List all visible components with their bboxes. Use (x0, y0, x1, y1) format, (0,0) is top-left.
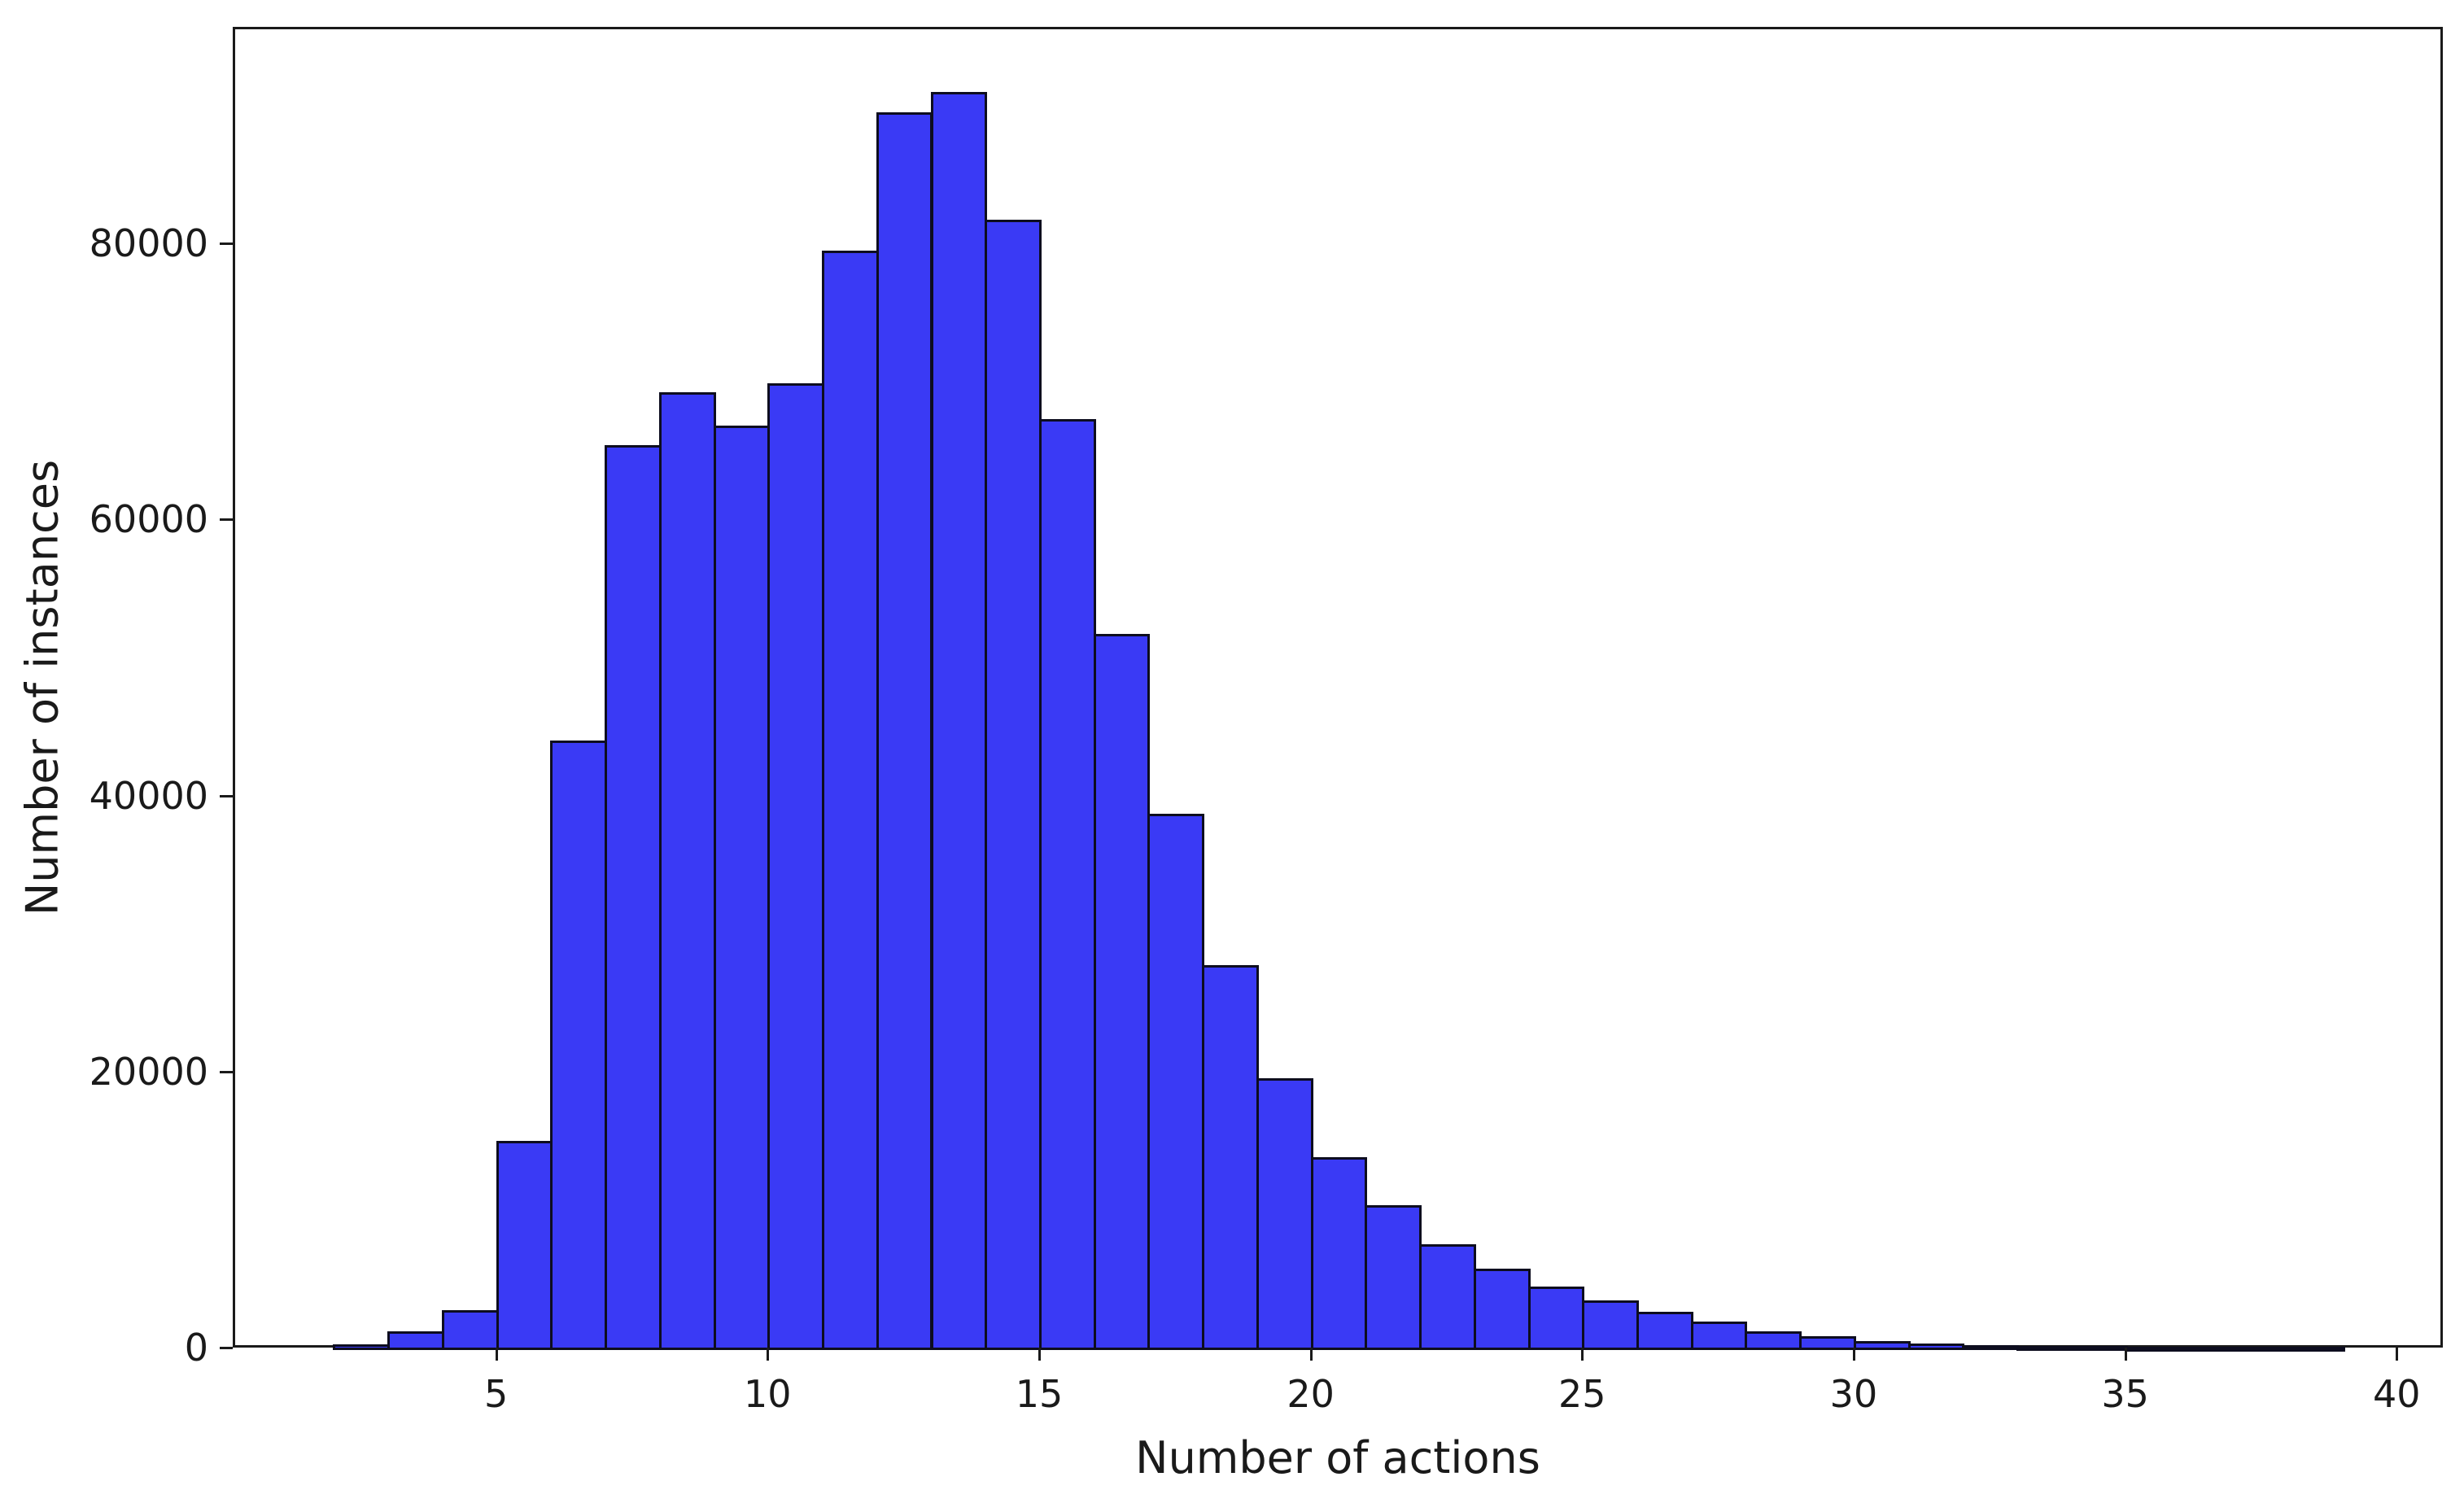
x-tick-label: 35 (2101, 1372, 2149, 1416)
y-tick-label: 20000 (89, 1049, 208, 1094)
x-tick-label: 30 (1829, 1372, 1878, 1416)
x-tick-mark (767, 1348, 770, 1361)
x-tick-mark (1852, 1348, 1855, 1361)
y-tick-label: 60000 (89, 497, 208, 542)
histogram-bar (550, 740, 608, 1350)
y-tick-mark (220, 243, 233, 246)
y-axis-label: Number of instances (16, 459, 68, 915)
x-tick-label: 40 (2372, 1372, 2421, 1416)
x-tick-label: 15 (1015, 1372, 1064, 1416)
histogram-bar (2234, 1347, 2291, 1352)
histogram-bar (2125, 1346, 2182, 1352)
x-tick-label: 10 (744, 1372, 792, 1416)
x-tick-mark (2396, 1348, 2399, 1361)
histogram-bar (605, 444, 662, 1350)
histogram-bar (1582, 1300, 1639, 1350)
histogram-bar (1527, 1287, 1585, 1350)
histogram-bar (1093, 634, 1151, 1350)
histogram-bar (985, 220, 1042, 1350)
histogram-bar (2287, 1347, 2345, 1352)
histogram-bar (1962, 1344, 2020, 1350)
histogram-bar (1636, 1311, 1693, 1350)
histogram-bar (1202, 965, 1259, 1350)
histogram-bar (822, 250, 879, 1350)
x-tick-mark (1038, 1348, 1041, 1361)
x-axis-label: Number of actions (1135, 1432, 1540, 1483)
x-tick-label: 20 (1287, 1372, 1335, 1416)
histogram-bar (1147, 813, 1205, 1350)
histogram-bar (1473, 1269, 1531, 1350)
histogram-bar (767, 382, 825, 1350)
histogram-bar (387, 1331, 444, 1350)
x-tick-label: 25 (1558, 1372, 1606, 1416)
plot-area (233, 27, 2443, 1352)
y-tick-mark (220, 794, 233, 797)
histogram-bar (1745, 1331, 1802, 1350)
histogram-bar (1256, 1078, 1313, 1350)
histogram-bar (2016, 1345, 2073, 1351)
histogram-bar (333, 1344, 391, 1350)
histogram-bar (2179, 1347, 2237, 1352)
histogram-bar (1907, 1343, 1965, 1350)
histogram-bar (2070, 1346, 2128, 1352)
x-tick-mark (2124, 1348, 2127, 1361)
y-tick-label: 40000 (89, 773, 208, 818)
y-tick-mark (220, 1347, 233, 1349)
histogram-bar (1365, 1205, 1422, 1350)
histogram-bar (658, 392, 716, 1350)
histogram-bar (1853, 1340, 1911, 1350)
histogram-bar (876, 112, 933, 1350)
x-tick-mark (1581, 1348, 1584, 1361)
x-tick-mark (495, 1348, 498, 1361)
histogram-bar (1310, 1156, 1368, 1350)
y-tick-mark (220, 518, 233, 522)
histogram-bar (930, 91, 988, 1350)
histogram-bar (1799, 1336, 1856, 1350)
histogram-bar (1038, 418, 1096, 1350)
histogram-bar (713, 426, 771, 1350)
histogram-bar (1419, 1243, 1476, 1350)
x-tick-label: 5 (484, 1372, 509, 1416)
histogram-bar (441, 1310, 499, 1350)
y-tick-mark (220, 1070, 233, 1073)
bars-layer (235, 29, 2440, 1352)
y-tick-label: 0 (184, 1326, 208, 1370)
histogram-bar (496, 1140, 553, 1350)
histogram-bar (1690, 1321, 1748, 1350)
x-tick-mark (1309, 1348, 1313, 1361)
y-tick-label: 80000 (89, 221, 208, 266)
